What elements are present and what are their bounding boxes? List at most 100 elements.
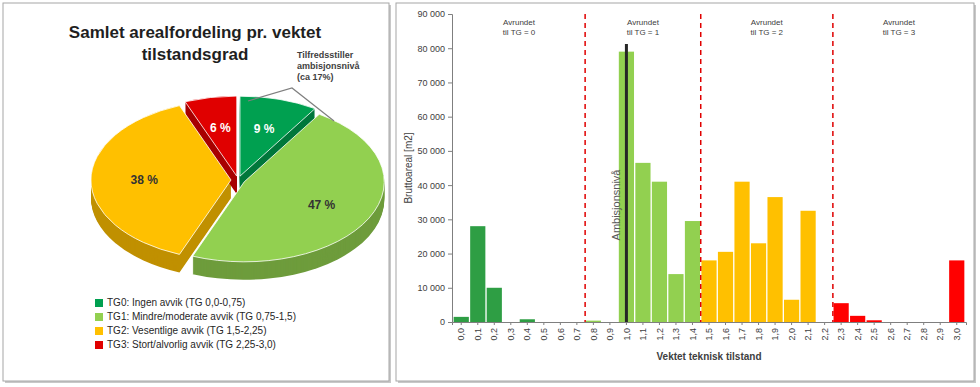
y-tick: 10 000 — [417, 283, 452, 293]
x-tick-label: 1,7 — [737, 328, 747, 341]
y-tick: 40 000 — [417, 180, 452, 190]
x-tick-mark — [775, 322, 776, 325]
x-tick: 0,5 — [539, 322, 549, 341]
bar — [454, 317, 469, 322]
bar — [834, 303, 849, 322]
x-tick-label: 0,1 — [473, 328, 483, 341]
y-axis-line — [448, 15, 453, 323]
x-tick-mark — [742, 322, 743, 325]
y-tick-mark — [448, 14, 452, 15]
x-tick-label: 2,5 — [869, 328, 879, 341]
bar — [685, 221, 700, 322]
x-tick: 2,7 — [902, 322, 912, 341]
y-axis-title: Bruttoareal [m2] — [403, 132, 414, 203]
x-tick: 1,2 — [655, 322, 665, 341]
x-tick: 0,3 — [506, 322, 516, 341]
annotation: Tilfredsstillerambisjonsnivå(ca 17%) — [297, 50, 361, 82]
x-tick-mark — [576, 322, 577, 325]
x-tick-label: 1,2 — [655, 328, 665, 341]
x-tick: 1,4 — [688, 322, 698, 341]
data-label: 47 % — [308, 198, 336, 212]
legend-swatch — [95, 299, 103, 307]
zone-label: Avrundettil TG = 0 — [503, 18, 536, 37]
y-tick-label: 50 000 — [417, 146, 445, 156]
bar — [701, 260, 716, 322]
x-tick: 0,9 — [605, 322, 615, 341]
x-tick-mark — [461, 322, 462, 325]
x-tick: 2,4 — [853, 322, 863, 341]
x-tick: 1,7 — [737, 322, 747, 341]
x-tick: 2,5 — [869, 322, 879, 341]
x-tick-label: 1,9 — [770, 328, 780, 341]
x-tick: 0,2 — [489, 322, 499, 341]
x-tick-mark — [808, 322, 809, 325]
x-tick: 1,9 — [770, 322, 780, 341]
pie-sides — [91, 97, 384, 280]
y-tick: 70 000 — [417, 78, 452, 88]
x-tick-label: 1,0 — [622, 328, 632, 341]
y-axis: 010 00020 00030 00040 00050 00060 00070 … — [417, 9, 452, 327]
x-tick-mark — [609, 322, 610, 325]
x-tick-mark — [510, 322, 511, 325]
x-tick-label: 2,0 — [787, 328, 797, 341]
legend-swatch — [95, 313, 103, 321]
x-tick: 2,6 — [886, 322, 896, 341]
x-tick-mark — [527, 322, 528, 325]
zone-label: Avrundettil TG = 2 — [751, 18, 784, 37]
zone-label-line: til TG = 0 — [503, 28, 536, 37]
y-tick: 80 000 — [417, 44, 452, 54]
bar — [817, 322, 832, 323]
x-tick-label: 2,1 — [803, 328, 813, 341]
x-tick-label: 0,9 — [605, 328, 615, 341]
x-tick-mark — [923, 322, 924, 325]
y-tick-mark — [448, 82, 452, 83]
x-tick-mark — [857, 322, 858, 325]
x-tick: 2,8 — [919, 322, 929, 341]
x-tick-mark — [890, 322, 891, 325]
x-tick-label: 0,8 — [589, 328, 599, 341]
zone-label-line: til TG = 3 — [883, 28, 916, 37]
legend-label: TG0: Ingen avvik (TG 0,0-0,75) — [107, 297, 245, 308]
bar — [520, 319, 535, 322]
legend-label: TG3: Stort/alvorlig avvik (TG 2,25-3,0) — [107, 339, 276, 350]
zone-boundary — [584, 14, 586, 322]
y-tick-mark — [448, 322, 452, 323]
x-tick: 1,0 — [622, 322, 632, 341]
x-tick: 0,7 — [572, 322, 582, 341]
bar — [801, 211, 816, 322]
x-tick: 2,9 — [935, 322, 945, 341]
x-tick-label: 2,6 — [886, 328, 896, 341]
x-tick-mark — [642, 322, 643, 325]
pie-chart: Samlet arealfordeling pr. vektettilstand… — [69, 23, 384, 350]
x-tick-mark — [725, 322, 726, 325]
annotation-bracket — [248, 88, 334, 121]
chart-title: Samlet arealfordeling pr. vektettilstand… — [69, 23, 322, 64]
y-tick-label: 10 000 — [417, 283, 445, 293]
y-tick-mark — [448, 117, 452, 118]
x-tick-mark — [907, 322, 908, 325]
bar — [652, 182, 667, 322]
y-tick: 30 000 — [417, 215, 452, 225]
x-tick: 2,2 — [820, 322, 830, 341]
x-tick-mark — [626, 322, 627, 325]
y-tick-mark — [448, 219, 452, 220]
x-tick-label: 1,8 — [754, 328, 764, 341]
bar — [470, 226, 485, 322]
zone-label: Avrundettil TG = 3 — [883, 18, 916, 37]
x-tick-label: 1,5 — [704, 328, 714, 341]
x-tick-label: 0,0 — [456, 328, 466, 341]
y-tick: 0 — [440, 317, 452, 327]
x-tick: 1,1 — [638, 322, 648, 341]
x-tick-label: 0,4 — [522, 328, 532, 341]
bar-chart: 010 00020 00030 00040 00050 00060 00070 … — [403, 9, 967, 362]
bars — [454, 52, 965, 322]
zone-label-line: Avrundet — [883, 18, 916, 27]
data-label: 9 % — [254, 122, 275, 136]
bar — [635, 163, 650, 322]
zone-label-line: Avrundet — [503, 18, 536, 27]
x-tick: 1,6 — [721, 322, 731, 341]
bar — [718, 252, 733, 322]
x-tick-label: 1,6 — [721, 328, 731, 341]
x-tick-mark — [791, 322, 792, 325]
x-tick: 3,0 — [952, 322, 962, 341]
